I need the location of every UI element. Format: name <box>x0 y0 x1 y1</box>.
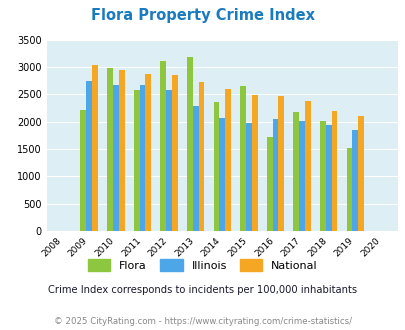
Legend: Flora, Illinois, National: Flora, Illinois, National <box>83 255 322 275</box>
Bar <box>92 65 98 231</box>
Bar <box>133 90 139 231</box>
Bar <box>139 85 145 231</box>
Bar <box>192 106 198 231</box>
Bar <box>166 90 172 231</box>
Bar <box>352 130 357 231</box>
Bar <box>113 85 119 231</box>
Bar <box>172 75 177 231</box>
Bar <box>278 96 284 231</box>
Text: © 2025 CityRating.com - https://www.cityrating.com/crime-statistics/: © 2025 CityRating.com - https://www.city… <box>54 317 351 326</box>
Bar <box>304 101 310 231</box>
Bar <box>272 119 278 231</box>
Bar <box>239 86 245 231</box>
Bar <box>292 112 298 231</box>
Bar <box>251 95 257 231</box>
Bar <box>198 82 204 231</box>
Bar <box>160 61 166 231</box>
Bar <box>325 125 331 231</box>
Bar <box>145 74 151 231</box>
Bar <box>331 111 337 231</box>
Bar <box>219 118 225 231</box>
Bar <box>225 89 230 231</box>
Bar <box>107 68 113 231</box>
Bar <box>319 120 325 231</box>
Bar <box>119 70 124 231</box>
Bar <box>266 138 272 231</box>
Bar <box>346 148 352 231</box>
Text: Crime Index corresponds to incidents per 100,000 inhabitants: Crime Index corresponds to incidents per… <box>48 285 357 295</box>
Bar <box>245 123 251 231</box>
Bar <box>86 81 92 231</box>
Text: Flora Property Crime Index: Flora Property Crime Index <box>91 8 314 23</box>
Bar <box>298 121 304 231</box>
Bar <box>213 102 219 231</box>
Bar <box>357 116 363 231</box>
Bar <box>80 110 86 231</box>
Bar <box>186 56 192 231</box>
